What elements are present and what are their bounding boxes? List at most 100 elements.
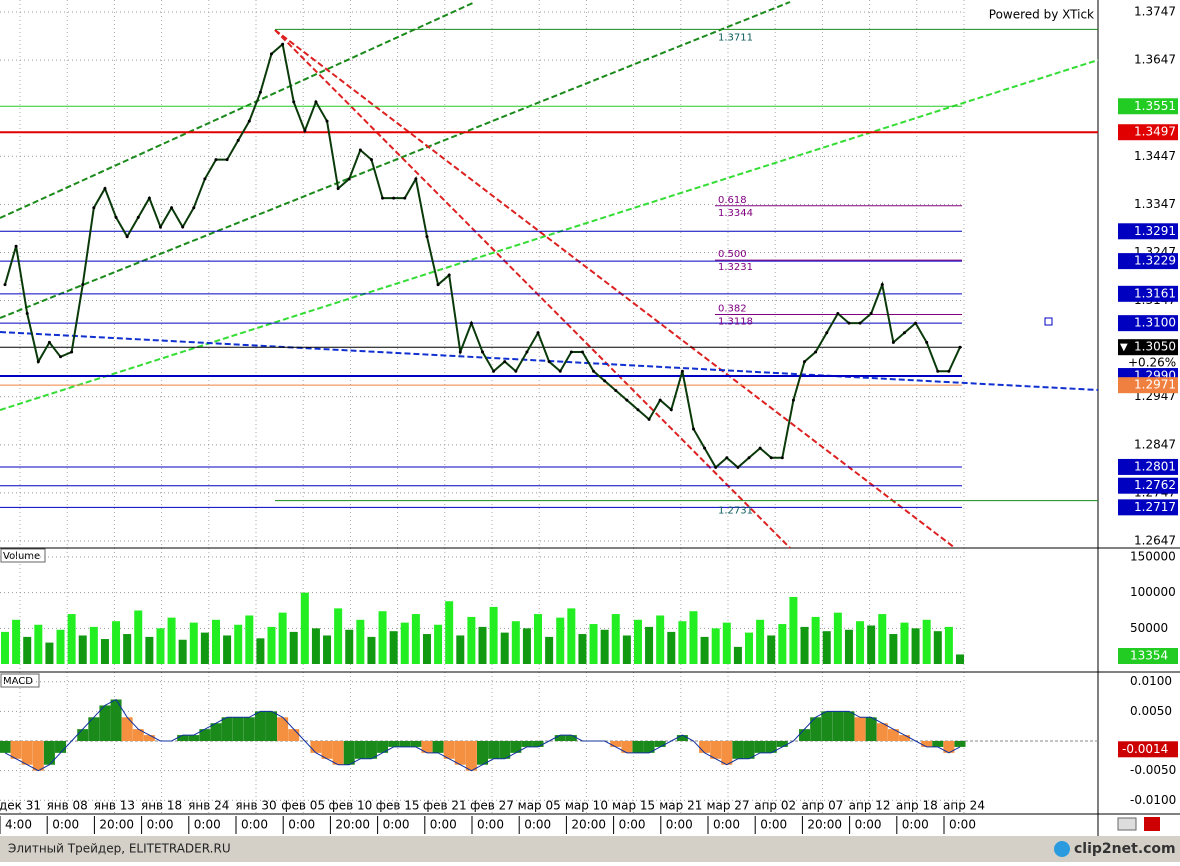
macd-bar <box>876 723 888 741</box>
volume-bar <box>778 624 787 664</box>
macd-tick-label: -0.0050 <box>1130 763 1176 777</box>
price-point <box>925 340 929 344</box>
macd-bar <box>632 741 644 753</box>
volume-bar <box>300 592 309 664</box>
status-bar <box>0 836 1180 862</box>
macd-bar <box>565 735 577 741</box>
volume-bar <box>922 619 931 664</box>
level-label: 1.3050 <box>1134 340 1176 354</box>
volume-bar <box>545 636 554 664</box>
volume-bar <box>878 614 887 664</box>
macd-bar <box>465 741 477 771</box>
price-point <box>81 283 85 287</box>
level-box <box>1118 285 1178 302</box>
volume-tick-label: 100000 <box>1130 585 1176 599</box>
macd-bar <box>554 735 566 741</box>
time-label: 0:00 <box>383 818 410 832</box>
date-label: мар 15 <box>612 799 655 813</box>
macd-bar <box>243 717 255 741</box>
date-label: апр 24 <box>943 799 985 813</box>
date-label: фев 27 <box>470 799 514 813</box>
date-label: мар 10 <box>565 799 608 813</box>
macd-bar <box>99 705 111 741</box>
price-point <box>558 369 562 373</box>
exit-button[interactable] <box>1144 817 1160 831</box>
macd-bar <box>732 741 744 759</box>
macd-bar <box>610 741 622 747</box>
macd-bar <box>43 741 55 765</box>
price-point <box>647 417 651 421</box>
volume-bar <box>589 624 598 664</box>
price-point <box>458 350 462 354</box>
macd-bar <box>743 741 755 759</box>
macd-bar <box>210 723 222 741</box>
price-point <box>103 186 107 190</box>
macd-bar <box>221 717 233 741</box>
volume-bar <box>478 626 487 664</box>
panel-title: Volume <box>3 551 40 562</box>
macd-bar <box>10 741 22 759</box>
volume-bar <box>756 619 765 664</box>
powered-by: Powered by XTick <box>989 8 1094 22</box>
price-point <box>836 312 840 316</box>
time-label: 0:00 <box>902 818 929 832</box>
price-point <box>958 345 962 349</box>
volume-bar <box>123 634 132 664</box>
time-label: 0:00 <box>855 818 882 832</box>
macd-bar <box>932 741 944 747</box>
time-label: 0:00 <box>760 818 787 832</box>
macd-bar <box>177 735 189 741</box>
volume-bar <box>23 636 32 664</box>
date-label: янв 30 <box>235 799 276 813</box>
time-label: 0:00 <box>241 818 268 832</box>
price-tick-label: 1.3347 <box>1134 197 1176 211</box>
price-point <box>392 196 396 200</box>
price-tick-label: 1.3647 <box>1134 53 1176 67</box>
volume-last-box <box>1118 648 1178 664</box>
macd-bar <box>621 741 633 753</box>
price-point <box>614 388 618 392</box>
price-point <box>569 350 573 354</box>
price-point <box>170 206 174 210</box>
price-point <box>447 273 451 277</box>
background <box>0 0 1180 836</box>
volume-bar <box>45 642 54 664</box>
macd-bar <box>365 741 377 759</box>
date-label: фев 10 <box>328 799 372 813</box>
volume-bar <box>356 619 365 664</box>
volume-bar <box>467 616 476 664</box>
volume-bar <box>700 636 709 664</box>
volume-bar <box>800 626 809 664</box>
date-label: фев 21 <box>423 799 467 813</box>
volume-bar <box>200 632 209 664</box>
macd-bar <box>488 741 500 759</box>
level-box <box>1118 339 1178 356</box>
volume-bar <box>367 636 376 664</box>
price-point <box>436 283 440 287</box>
macd-bar <box>643 741 655 753</box>
time-label: 0:00 <box>666 818 693 832</box>
date-label: фев 05 <box>281 799 325 813</box>
price-point <box>492 369 496 373</box>
volume-bar <box>911 628 920 664</box>
macd-bar <box>699 741 711 753</box>
macd-bar <box>310 741 322 753</box>
macd-line <box>4 698 961 772</box>
price-point <box>891 340 895 344</box>
button[interactable] <box>1117 817 1137 831</box>
macd-bar <box>510 741 522 753</box>
macd-bar <box>843 711 855 741</box>
price-point <box>369 158 373 162</box>
date-label: янв 08 <box>47 799 88 813</box>
extreme-label: 1.2731 <box>718 506 753 517</box>
level-box <box>1118 377 1178 394</box>
price-point <box>880 283 884 287</box>
macd-last: -0.0014 <box>1122 742 1168 756</box>
macd-bar <box>854 717 866 741</box>
macd-bar <box>199 729 211 741</box>
price-point <box>914 321 918 325</box>
macd-bar <box>32 741 44 771</box>
macd-bar <box>887 729 899 741</box>
volume-bar <box>256 638 265 664</box>
volume-bar <box>389 631 398 664</box>
